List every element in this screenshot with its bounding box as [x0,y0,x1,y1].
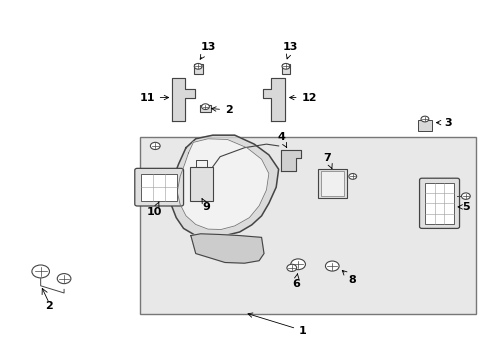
Circle shape [348,174,356,179]
Circle shape [290,259,305,270]
Circle shape [201,104,209,109]
FancyBboxPatch shape [200,105,210,112]
Text: 6: 6 [291,274,299,289]
Bar [317,169,346,198]
Bar [189,167,213,201]
Text: 13: 13 [283,42,298,59]
Text: 12: 12 [289,93,316,103]
Circle shape [420,116,428,122]
Text: 9: 9 [202,199,210,212]
Bar [140,137,475,315]
FancyBboxPatch shape [193,64,202,74]
Text: 7: 7 [323,153,331,168]
Text: 3: 3 [435,118,451,128]
Circle shape [150,142,160,149]
Circle shape [282,63,289,69]
Polygon shape [172,78,194,121]
Polygon shape [177,139,268,229]
FancyBboxPatch shape [419,178,459,228]
Bar [424,183,453,224]
Circle shape [286,264,296,271]
Bar [141,174,177,201]
FancyBboxPatch shape [281,64,290,74]
Circle shape [194,63,202,69]
Bar [320,171,343,196]
Text: 5: 5 [457,202,469,212]
Text: 8: 8 [342,270,356,285]
Circle shape [32,265,49,278]
Circle shape [325,261,338,271]
Text: 13: 13 [200,42,215,59]
Polygon shape [281,149,300,171]
Bar [417,120,431,131]
Circle shape [57,274,71,284]
Polygon shape [262,78,285,121]
Polygon shape [171,135,278,237]
Text: 2: 2 [211,105,232,115]
Text: 11: 11 [139,93,168,103]
Polygon shape [190,234,264,263]
Text: 4: 4 [277,132,286,148]
Text: 2: 2 [45,301,53,311]
Text: 1: 1 [247,313,306,336]
FancyBboxPatch shape [135,168,183,206]
Text: 10: 10 [146,202,162,217]
Circle shape [461,193,469,199]
